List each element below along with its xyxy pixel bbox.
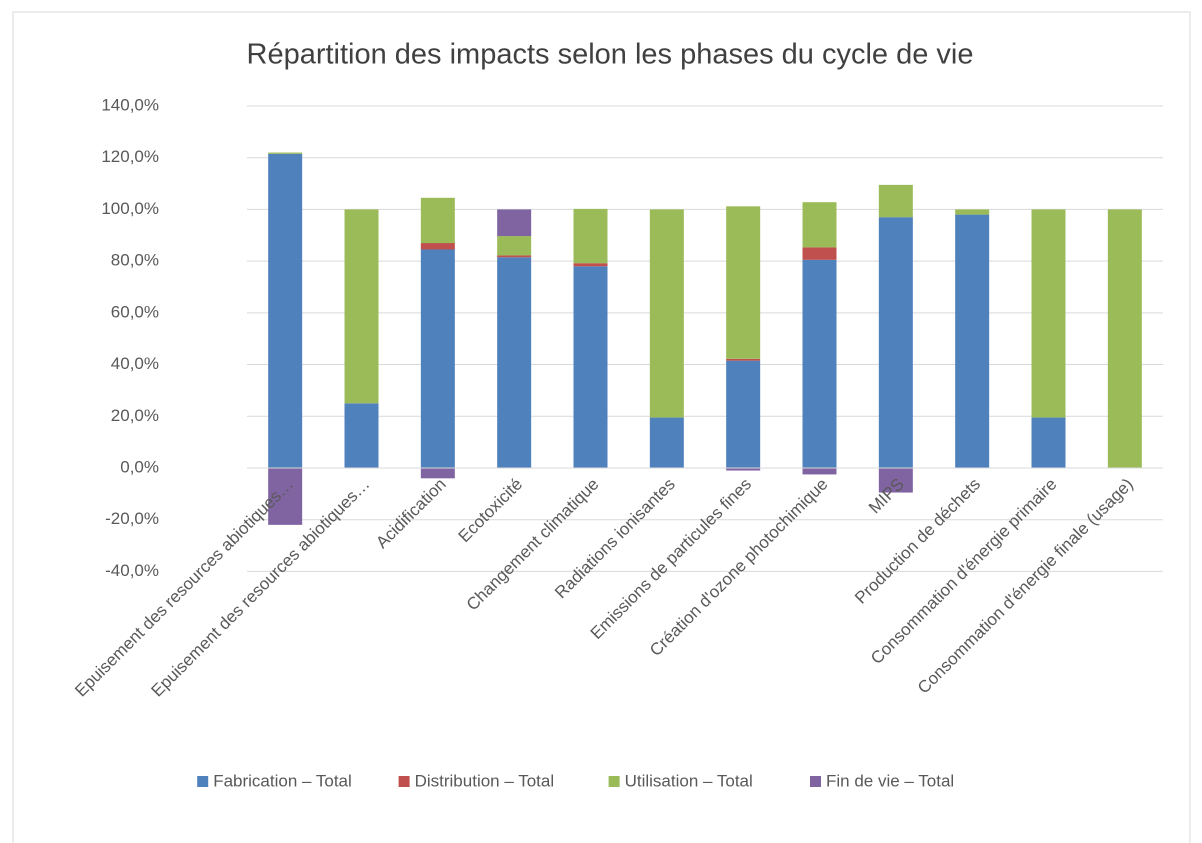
y-tick-label: 80,0%: [111, 251, 159, 270]
y-tick-label: 120,0%: [101, 147, 159, 166]
y-tick-label: 60,0%: [111, 302, 159, 321]
bar-segment: [420, 467, 455, 479]
bar-segment: [1031, 209, 1066, 418]
legend-label: Utilisation – Total: [625, 771, 753, 790]
legend-swatch: [608, 776, 620, 787]
bar-segment: [878, 467, 913, 493]
legend-swatch: [398, 776, 410, 787]
bar-segment: [802, 202, 837, 248]
bar-segment: [344, 209, 379, 404]
bar-segment: [802, 467, 837, 475]
x-tick-label: Ecotoxicité: [455, 475, 527, 547]
bar-segment: [497, 209, 532, 237]
y-tick-label: 40,0%: [111, 354, 159, 373]
y-tick-label: -20,0%: [105, 509, 159, 528]
bar-segment: [726, 358, 761, 361]
x-tick-label: Production de déchets: [851, 475, 984, 608]
bar-segment: [268, 152, 303, 154]
bar-segment: [573, 266, 608, 468]
bar-segment: [955, 214, 990, 468]
bar-segment: [955, 209, 990, 215]
bar-segment: [802, 259, 837, 468]
bar-segment: [497, 255, 532, 258]
bar-segment: [726, 206, 761, 359]
bar-segment: [802, 247, 837, 260]
bar-segment: [344, 403, 379, 468]
bar-segment: [420, 249, 455, 468]
legend-swatch: [197, 776, 209, 787]
bar-segment: [573, 263, 608, 267]
x-tick-label: Changement climatique: [463, 475, 603, 615]
y-tick-label: 140,0%: [101, 95, 159, 114]
bar-segment: [878, 184, 913, 218]
bar-segment: [1107, 209, 1142, 468]
bar-segment: [268, 467, 303, 525]
bar-segment: [497, 257, 532, 468]
bar-segment: [420, 197, 455, 244]
bar-segment: [649, 209, 684, 418]
y-tick-label: 100,0%: [101, 199, 159, 218]
bar-segment: [649, 417, 684, 468]
bar-segment: [878, 217, 913, 468]
bar-segment: [726, 360, 761, 468]
legend-label: Distribution – Total: [415, 771, 555, 790]
legend-label: Fabrication – Total: [213, 771, 352, 790]
y-tick-label: -40,0%: [105, 561, 159, 580]
legend-swatch: [810, 776, 821, 787]
chart-title: Répartition des impacts selon les phases…: [247, 39, 974, 71]
bar-segment: [268, 153, 303, 468]
bar-segment: [1031, 417, 1066, 468]
y-tick-label: 20,0%: [111, 406, 159, 425]
y-tick-label: 0,0%: [120, 457, 159, 476]
bar-segment: [573, 208, 608, 264]
x-tick-label: Emissions de particules fines: [587, 475, 755, 643]
bar-segment: [497, 236, 532, 256]
bar-segment: [726, 467, 761, 471]
x-tick-label: Acidification: [372, 475, 450, 553]
bar-segment: [420, 243, 455, 250]
legend-label: Fin de vie – Total: [826, 771, 954, 790]
chart-frame: [12, 11, 1191, 843]
